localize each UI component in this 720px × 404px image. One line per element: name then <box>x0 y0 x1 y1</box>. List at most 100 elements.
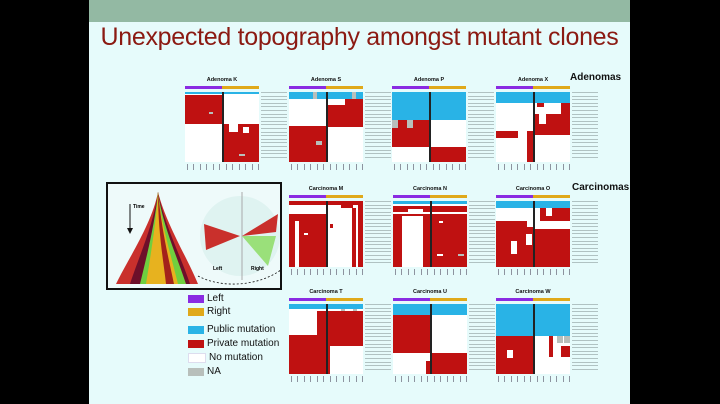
heatmap-cell-block <box>351 92 356 99</box>
heatmap-cell-block <box>510 240 517 254</box>
mutation-heatmap <box>392 92 466 162</box>
legend-swatch <box>188 352 206 363</box>
legend-swatch <box>188 307 204 316</box>
gene-annotation-column <box>365 201 391 266</box>
legend-item-none: No mutation <box>188 352 263 363</box>
legend-label: Left <box>207 293 224 304</box>
region-divider <box>430 201 432 267</box>
right-region-bar <box>430 195 467 198</box>
left-label: Left <box>213 266 223 272</box>
sample-axis-labels <box>395 376 467 388</box>
clone-evolution-diagram: Time Left Right <box>116 192 297 285</box>
gene-annotation-column <box>261 92 287 160</box>
heatmap-cell-block <box>239 153 245 157</box>
heatmap-cell-block <box>340 308 346 314</box>
region-divider <box>533 304 535 374</box>
left-region-bar <box>289 298 326 301</box>
mutation-heatmap <box>289 304 363 374</box>
heatmap-cell-block <box>438 220 444 224</box>
left-region-bar <box>496 86 533 89</box>
region-divider <box>326 92 328 162</box>
mutation-heatmap <box>393 201 467 267</box>
sample-axis-labels <box>291 376 363 388</box>
legend-label: No mutation <box>209 352 263 363</box>
right-region-bar <box>430 298 467 301</box>
group-label-carcinomas: Carcinomas <box>572 182 630 193</box>
legend-item-right: Right <box>188 306 230 317</box>
heatmap-cell-block <box>393 314 430 353</box>
left-region-bar <box>393 298 430 301</box>
gene-annotation-column <box>469 304 495 372</box>
gene-annotation-column <box>468 92 494 160</box>
right-region-bar <box>326 195 363 198</box>
heatmap-cell-block <box>346 204 353 208</box>
right-region-bar <box>533 195 570 198</box>
legend-item-na: NA <box>188 366 221 377</box>
heatmap-cell-block <box>546 207 553 216</box>
gene-annotation-column <box>365 92 391 160</box>
heatmap-cell-block <box>556 335 563 343</box>
left-region-bar <box>496 298 533 301</box>
heatmap-cell-block <box>406 120 413 129</box>
heatmap-cell-block <box>561 346 570 357</box>
heatmap-cell-block <box>538 114 547 125</box>
mutation-heatmap <box>185 92 259 162</box>
sample-axis-labels <box>291 269 363 281</box>
region-divider <box>430 304 432 374</box>
heatmap-cell-block <box>527 130 533 162</box>
heatmap-cell-block <box>326 99 345 105</box>
legend-label: Right <box>207 306 231 317</box>
heatmap-cell-block <box>496 130 519 138</box>
heatmap-cell-block <box>289 334 326 374</box>
region-divider <box>533 201 535 267</box>
mutation-heatmap <box>289 92 363 162</box>
left-region-bar <box>289 195 326 198</box>
mutation-heatmap <box>496 201 570 267</box>
mutation-heatmap <box>496 92 570 162</box>
panel-title: Adenoma S <box>310 77 342 83</box>
heatmap-cell-block <box>426 361 430 374</box>
heatmap-cell-block <box>229 123 239 132</box>
heatmap-cell-block <box>313 92 318 99</box>
heatmap-cell-block <box>340 204 347 208</box>
panel-title: Adenoma P <box>413 77 445 83</box>
right-region-bar <box>429 86 466 89</box>
legend-label: Public mutation <box>207 324 276 335</box>
heatmap-cell-block <box>549 335 553 357</box>
heatmap-cell-block <box>496 335 533 374</box>
heatmap-cell-block <box>357 204 363 267</box>
legend-label: Private mutation <box>207 338 280 349</box>
legend-swatch <box>188 294 204 303</box>
heatmap-cell-block <box>303 232 309 236</box>
right-region-bar <box>222 86 259 89</box>
region-divider <box>326 201 328 267</box>
legend-item-public: Public mutation <box>188 324 275 335</box>
right-region-bar <box>326 298 363 301</box>
right-label: Right <box>251 266 264 272</box>
mutation-heatmap <box>393 304 467 374</box>
left-region-bar <box>185 86 222 89</box>
group-label-adenomas: Adenomas <box>570 72 622 83</box>
left-region-bar <box>393 195 430 198</box>
heatmap-cell-block <box>329 332 363 346</box>
sample-axis-labels <box>291 164 363 176</box>
sample-axis-labels <box>498 164 570 176</box>
sample-axis-labels <box>498 269 570 281</box>
left-region-bar <box>392 86 429 89</box>
panel-title: Carcinoma U <box>413 289 447 295</box>
region-divider <box>222 92 224 162</box>
gene-annotation-column <box>469 201 495 266</box>
left-region-bar <box>496 195 533 198</box>
heatmap-cell-block <box>562 220 569 227</box>
heatmap-cell-block <box>564 335 570 343</box>
left-region-bar <box>289 86 326 89</box>
heatmap-cell-block <box>208 111 214 115</box>
heatmap-cell-block <box>315 141 322 146</box>
slide-header-band <box>89 0 630 22</box>
heatmap-cell-block <box>329 346 363 374</box>
legend-swatch <box>188 325 204 334</box>
legend-swatch <box>188 339 204 348</box>
right-region-bar <box>326 86 363 89</box>
right-region-bar <box>533 298 570 301</box>
heatmap-cell-block <box>458 253 465 257</box>
